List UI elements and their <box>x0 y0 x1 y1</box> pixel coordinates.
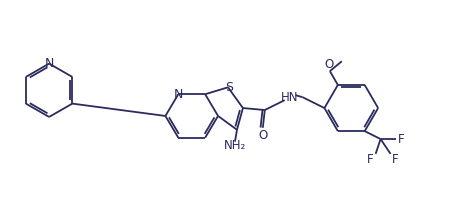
Text: F: F <box>392 153 399 166</box>
Text: F: F <box>367 153 374 166</box>
Text: HN: HN <box>281 91 298 104</box>
Text: O: O <box>258 129 267 142</box>
Text: F: F <box>398 133 405 146</box>
Text: O: O <box>324 58 334 71</box>
Text: NH₂: NH₂ <box>224 139 246 152</box>
Text: S: S <box>225 81 233 94</box>
Text: N: N <box>44 57 54 70</box>
Text: N: N <box>174 88 183 101</box>
